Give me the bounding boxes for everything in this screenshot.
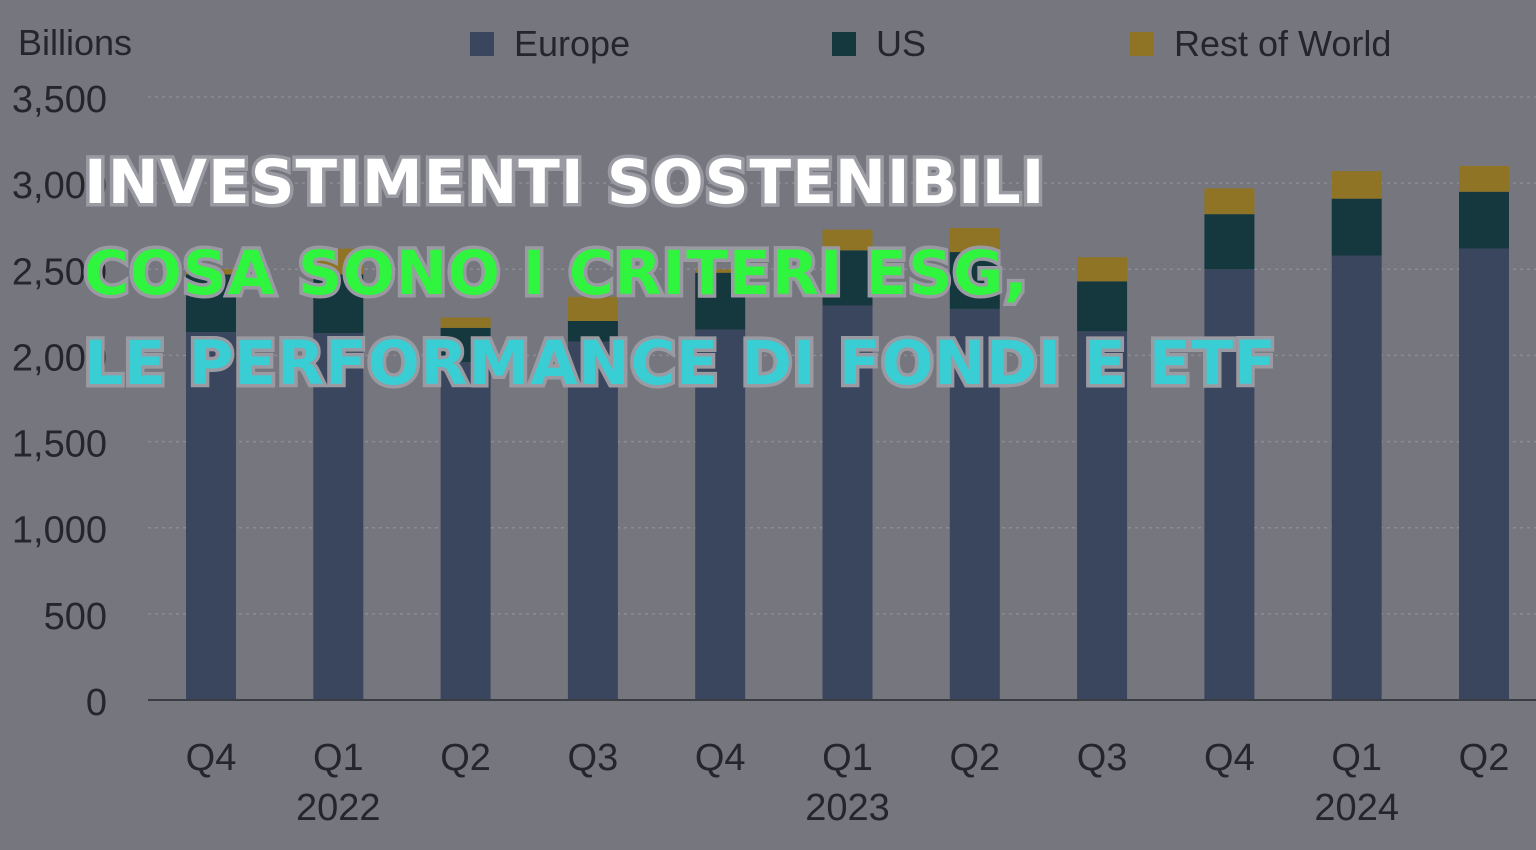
x-tick-label: Q4 <box>1204 737 1255 779</box>
bar-us <box>440 327 491 363</box>
bar-europe <box>440 362 491 700</box>
bar-europe <box>313 333 364 700</box>
bar-rest-of-world <box>313 248 364 275</box>
bar-rest-of-world <box>695 269 746 273</box>
x-tick-label: Q2 <box>1459 737 1510 779</box>
bar-europe <box>822 305 873 700</box>
x-tick-label: Q1 <box>313 737 364 779</box>
legend-swatch <box>1130 32 1154 56</box>
bar-rest-of-world <box>440 317 491 328</box>
x-tick-label: Q2 <box>440 737 491 779</box>
bar-us <box>567 320 618 342</box>
bar-us <box>949 252 1000 309</box>
y-tick-label: 1,000 <box>12 510 107 552</box>
y-tick-label: 3,500 <box>12 79 107 121</box>
bar-us <box>1077 281 1128 332</box>
bar-us <box>313 274 364 334</box>
legend-label: US <box>876 23 926 64</box>
bar-us <box>695 272 746 330</box>
legend: Europe US Rest of World <box>470 23 1391 64</box>
x-tick-label: Q1 <box>1331 737 1382 779</box>
bar-rest-of-world <box>949 227 1000 253</box>
bar-europe <box>1331 255 1382 700</box>
bar-europe <box>695 329 746 700</box>
bar-rest-of-world <box>1459 165 1509 192</box>
y-tick-label: 2,000 <box>12 337 107 379</box>
bar-rest-of-world <box>186 269 236 275</box>
legend-swatch <box>470 32 494 56</box>
bar-rest-of-world <box>1331 171 1382 199</box>
y-tick-label: 0 <box>86 682 107 724</box>
x-tick-label: Q4 <box>695 737 746 779</box>
x-tick-label: Q3 <box>568 737 619 779</box>
headline-title: INVESTIMENTI SOSTENIBILI <box>80 147 1047 218</box>
x-year-label: 2023 <box>805 787 890 829</box>
y-tick-label: 3,000 <box>12 165 107 207</box>
bar-us <box>186 274 236 333</box>
y-tick-label: 2,500 <box>12 251 107 293</box>
bar-europe <box>1204 269 1255 700</box>
y-tick-label: 1,500 <box>12 424 107 466</box>
x-tick-label: Q1 <box>822 737 873 779</box>
headline-subtitle-performance: LE PERFORMANCE DI FONDI E ETF <box>81 328 1280 399</box>
bars <box>186 165 1509 700</box>
x-tick-label: Q2 <box>949 737 1000 779</box>
bar-europe <box>186 332 236 700</box>
bar-rest-of-world <box>567 296 618 321</box>
axes: 0 500 1,000 1,500 2,000 2,500 3,000 3,500 Billio… <box>12 22 1536 829</box>
bar-us <box>1459 191 1509 249</box>
legend-swatch <box>832 32 856 56</box>
legend-label: Rest of World <box>1174 23 1391 64</box>
x-year-label: 2022 <box>296 787 381 829</box>
x-year-label: 2024 <box>1314 787 1399 829</box>
bar-us <box>1331 198 1382 256</box>
bar-us <box>822 250 873 306</box>
bar-europe <box>949 308 1000 700</box>
bar-europe <box>1459 248 1509 700</box>
legend-label: Europe <box>514 23 630 64</box>
y-axis-label: Billions <box>18 22 132 63</box>
y-tick-label: 500 <box>44 596 107 638</box>
x-tick-label: Q4 <box>186 737 237 779</box>
bar-rest-of-world <box>1204 188 1255 215</box>
bar-rest-of-world <box>1077 257 1128 282</box>
bar-rest-of-world <box>822 229 873 251</box>
headline-subtitle-esg: COSA SONO I CRITERI ESG, <box>80 238 1030 309</box>
bar-europe <box>1077 331 1128 700</box>
bar-us <box>1204 214 1255 270</box>
x-tick-label: Q3 <box>1077 737 1128 779</box>
bar-europe <box>567 341 618 700</box>
